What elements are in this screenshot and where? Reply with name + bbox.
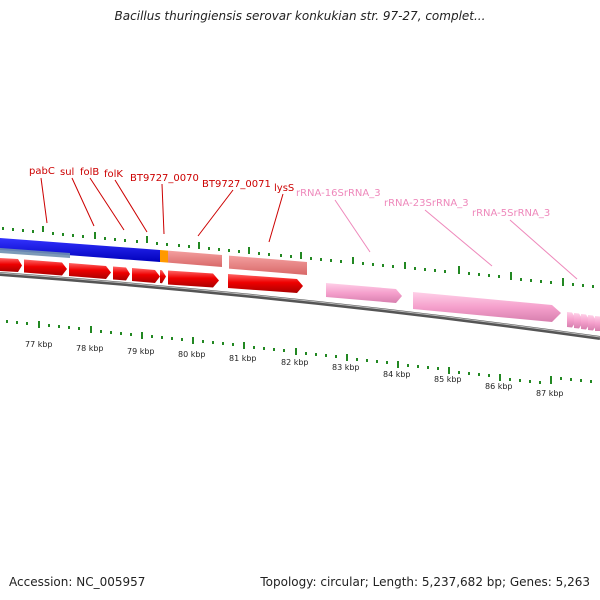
- cds-arrow-0070b[interactable]: [160, 270, 166, 284]
- label-leaders: [40, 177, 284, 243]
- label-lysS[interactable]: lysS: [274, 183, 294, 194]
- scale-label: 78 kbp: [76, 344, 104, 353]
- cds-arrow-pabC[interactable]: [0, 258, 22, 272]
- map-title: Bacillus thuringiensis serovar konkukian…: [114, 9, 486, 23]
- leader-16S: [334, 199, 371, 253]
- leader-23S: [424, 209, 493, 267]
- leader-lysS: [268, 193, 284, 243]
- cds-arrow-folB[interactable]: [69, 263, 111, 279]
- label-5S[interactable]: rRNA-5SrRNA_3: [472, 208, 550, 219]
- label-16S[interactable]: rRNA-16SrRNA_3: [296, 188, 381, 199]
- scale-label: 77 kbp: [25, 340, 53, 349]
- topology-text: Topology: circular; Length: 5,237,682 bp…: [260, 575, 590, 589]
- scale-label: 86 kbp: [485, 382, 513, 391]
- upper-tick-row: [2, 226, 594, 288]
- leader-folB: [89, 177, 125, 231]
- scale-label: 82 kbp: [281, 358, 309, 367]
- rrna-arrow-16S[interactable]: [326, 283, 402, 303]
- lower-tick-row: [6, 320, 592, 384]
- label-23S[interactable]: rRNA-23SrRNA_3: [384, 198, 469, 209]
- scale-label: 81 kbp: [229, 354, 257, 363]
- gc-band-steel: [0, 248, 70, 258]
- label-folB[interactable]: folB: [80, 167, 99, 178]
- scale-label: 87 kbp: [536, 389, 564, 398]
- leader-sul: [71, 177, 95, 227]
- leader-pabC: [40, 177, 48, 224]
- feature-labels: pabC sul folB folK BT9727_0070 BT9727_00…: [29, 166, 550, 219]
- label-0070[interactable]: BT9727_0070: [130, 173, 199, 184]
- cds-arrow-lysS[interactable]: [228, 274, 303, 293]
- cds-arrow-0071[interactable]: [168, 270, 219, 288]
- gc-band: [0, 238, 307, 275]
- leader-0071: [197, 189, 234, 237]
- rrna-label-leaders: [334, 199, 578, 280]
- accession-text: Accession: NC_005957: [9, 575, 146, 589]
- label-sul[interactable]: sul: [60, 167, 74, 178]
- cds-arrow-folK[interactable]: [113, 266, 130, 281]
- gc-band-blue: [0, 238, 160, 262]
- scale-label: 84 kbp: [383, 370, 411, 379]
- rrna-arrow-5S-e[interactable]: [595, 316, 600, 331]
- gc-band-salmon-2: [229, 255, 307, 275]
- cds-arrow-sul[interactable]: [24, 259, 67, 276]
- rrna-arrow-23S[interactable]: [413, 292, 561, 322]
- scale-label: 83 kbp: [332, 363, 360, 372]
- backbone: [0, 272, 600, 340]
- rrna-arrows: [326, 283, 600, 331]
- label-0071[interactable]: BT9727_0071: [202, 179, 271, 190]
- label-folK[interactable]: folK: [104, 169, 123, 180]
- cds-arrow-0070[interactable]: [132, 268, 160, 283]
- scale-label: 79 kbp: [127, 347, 155, 356]
- cds-arrows: [0, 258, 303, 293]
- gc-band-orange: [160, 250, 168, 263]
- scale-label: 80 kbp: [178, 350, 206, 359]
- scale-labels: 77 kbp 78 kbp 79 kbp 80 kbp 81 kbp 82 kb…: [25, 340, 564, 398]
- gc-band-salmon-1: [168, 250, 222, 267]
- leader-5S: [509, 219, 578, 280]
- label-pabC[interactable]: pabC: [29, 166, 55, 177]
- leader-folK: [114, 179, 148, 233]
- scale-label: 85 kbp: [434, 375, 462, 384]
- leader-0070: [161, 183, 165, 235]
